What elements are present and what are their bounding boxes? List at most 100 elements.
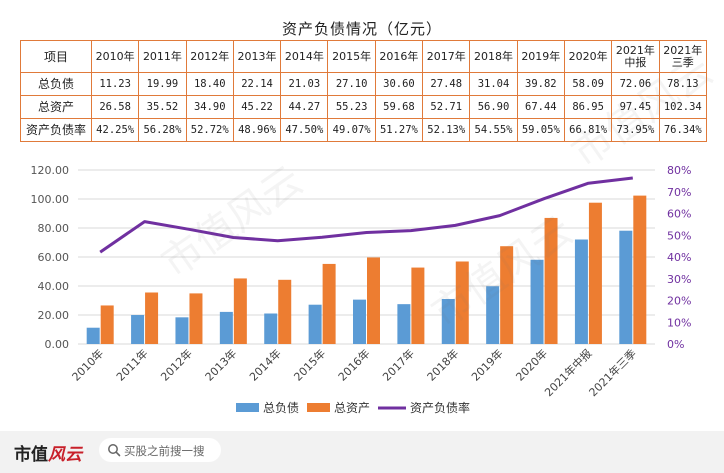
row-label: 资产负债率 — [20, 118, 92, 142]
table-header-cell: 2021年 中报 — [611, 40, 660, 73]
bar-assets — [100, 305, 114, 344]
y-tick-label-left: 80.00 — [38, 222, 70, 235]
y-tick-label-right: 50% — [667, 229, 691, 242]
chart-title: 资产负债情况（亿元） — [281, 20, 442, 38]
y-tick-label-right: 30% — [667, 273, 691, 286]
table-cell: 48.96% — [232, 118, 282, 142]
y-tick-label-left: 40.00 — [38, 280, 70, 293]
bar-assets — [544, 217, 558, 344]
table-cell: 47.50% — [280, 118, 329, 142]
brand-logo[interactable]: 市值风云 — [14, 440, 82, 465]
table-header-cell: 2016年 — [374, 40, 424, 73]
legend-label: 总负债 — [263, 401, 299, 415]
table-row: 总资产 26.58 35.52 34.90 45.22 44.27 55.23 59.68 52… — [20, 95, 708, 119]
y-tick-label-right: 70% — [667, 186, 691, 199]
table-cell: 72.06 — [611, 72, 660, 96]
table-cell: 59.05% — [516, 118, 565, 142]
bar-assets — [588, 202, 602, 344]
y-tick-label-left: 60.00 — [38, 251, 70, 264]
bar-assets — [145, 292, 159, 344]
x-tick-label: 2015年 — [291, 346, 328, 383]
bar-liabilities — [175, 317, 189, 344]
table-cell: 86.95 — [563, 95, 613, 119]
table-cell: 31.04 — [469, 72, 518, 96]
bar-liabilities — [308, 304, 322, 344]
table-cell: 78.13 — [658, 72, 708, 96]
y-tick-label-right: 10% — [667, 316, 691, 329]
table-header-cell: 2011年 — [138, 40, 187, 73]
table-cell: 55.23 — [327, 95, 376, 119]
row-label: 总资产 — [20, 95, 92, 119]
table-cell: 102.34 — [658, 95, 708, 119]
table-cell: 67.44 — [516, 95, 565, 119]
x-tick-label: 2013年 — [202, 346, 239, 383]
y-tick-label-left: 120.00 — [31, 164, 70, 177]
table-header-cell: 2014年 — [280, 40, 329, 73]
table-cell: 45.22 — [232, 95, 282, 119]
bar-liabilities — [219, 311, 233, 344]
table-cell: 21.03 — [280, 72, 329, 96]
bar-assets — [500, 246, 514, 344]
legend-label: 总资产 — [334, 401, 370, 415]
x-tick-label: 2010年 — [69, 346, 106, 383]
legend-swatch — [236, 403, 259, 412]
table-cell: 58.09 — [563, 72, 613, 96]
table-cell: 30.60 — [374, 72, 424, 96]
y-tick-label-right: 60% — [667, 208, 691, 221]
bar-liabilities — [441, 298, 455, 344]
table-cell: 59.68 — [374, 95, 424, 119]
y-tick-label-right: 40% — [667, 251, 691, 264]
y-tick-label-left: 0.00 — [45, 338, 70, 351]
table-cell: 18.40 — [185, 72, 234, 96]
table-cell: 97.45 — [611, 95, 660, 119]
bar-assets — [367, 257, 380, 344]
table-header-cell: 2015年 — [327, 40, 376, 73]
data-table: 项目 2010年 2011年 2012年 2013年 2014年 2015年 2016年 201… — [20, 40, 708, 142]
table-header-cell: 2020年 — [563, 40, 613, 73]
bar-liabilities — [353, 299, 366, 344]
table-header-cell: 2019年 — [516, 40, 565, 73]
x-tick-label: 2011年 — [113, 346, 150, 383]
table-cell: 42.25% — [90, 118, 140, 142]
bar-liabilities — [486, 286, 500, 344]
logo-text: 市值 — [14, 445, 48, 465]
x-tick-label: 2016年 — [335, 346, 372, 383]
table-cell: 27.48 — [422, 72, 471, 96]
table-cell: 73.95% — [611, 118, 660, 142]
table-cell: 27.10 — [327, 72, 376, 96]
bar-assets — [322, 263, 336, 344]
table-row: 总负债 11.23 19.99 18.40 22.14 21.03 27.10 30.60 27… — [20, 72, 708, 96]
table-header-cell: 2012年 — [185, 40, 234, 73]
bar-liabilities — [530, 259, 544, 344]
table-cell: 34.90 — [185, 95, 234, 119]
search-box[interactable]: 买股之前搜一搜 — [99, 438, 221, 462]
table-header-cell: 2021年 三季 — [658, 40, 708, 73]
search-icon — [108, 444, 121, 457]
x-tick-label: 2020年 — [513, 346, 550, 383]
table-header-cell: 2010年 — [90, 40, 140, 73]
x-tick-label: 2019年 — [468, 346, 505, 383]
y-tick-label-right: 0% — [667, 338, 684, 351]
y-tick-label-left: 100.00 — [31, 193, 70, 206]
x-tick-label: 2018年 — [424, 346, 461, 383]
x-tick-label: 2021年三季 — [586, 346, 639, 399]
logo-script: 风云 — [48, 445, 82, 465]
table-cell: 39.82 — [516, 72, 565, 96]
table-cell: 66.81% — [563, 118, 613, 142]
table-header-cell: 2013年 — [232, 40, 282, 73]
table-cell: 52.72% — [185, 118, 234, 142]
table-cell: 49.07% — [327, 118, 376, 142]
table-cell: 51.27% — [374, 118, 424, 142]
bar-liabilities — [131, 315, 145, 344]
table-cell: 52.71 — [422, 95, 471, 119]
table-header-cell: 项目 — [20, 40, 92, 73]
table-cell: 22.14 — [232, 72, 282, 96]
table-header-row: 项目 2010年 2011年 2012年 2013年 2014年 2015年 2016年 201… — [20, 40, 708, 73]
search-placeholder: 买股之前搜一搜 — [124, 444, 205, 458]
y-tick-label-right: 80% — [667, 164, 691, 177]
bar-assets — [633, 195, 647, 344]
table-cell: 35.52 — [138, 95, 187, 119]
bar-assets — [189, 293, 203, 344]
table-cell: 56.28% — [138, 118, 187, 142]
